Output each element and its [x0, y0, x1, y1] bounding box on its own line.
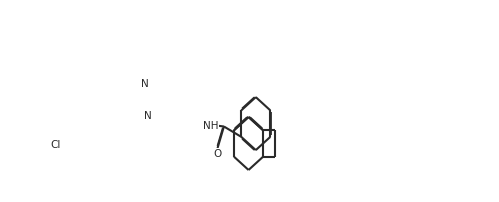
Text: O: O [214, 148, 222, 159]
Text: NH: NH [203, 120, 218, 130]
Text: N: N [141, 79, 149, 89]
Text: N: N [144, 110, 152, 120]
Text: Cl: Cl [50, 139, 60, 149]
